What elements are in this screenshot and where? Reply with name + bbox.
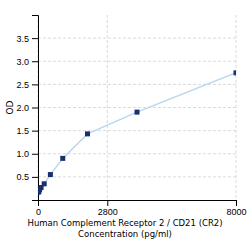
tick-label: 2.5	[16, 80, 29, 90]
tick: 1.5	[16, 126, 38, 136]
tick: 0	[36, 200, 41, 217]
grid-line	[38, 130, 236, 131]
tick: 3.5	[16, 34, 38, 44]
point	[48, 172, 53, 177]
marks	[38, 70, 236, 194]
tick: 1.0	[16, 149, 38, 159]
point	[85, 131, 90, 136]
plot: 0 2800 8000 0.5 1.0 1.5 2.0 2.5 3.0 3.5	[16, 15, 246, 217]
tick: 2.5	[16, 80, 38, 90]
point	[135, 110, 140, 115]
axis-line	[32, 16, 39, 201]
tick-label: 0.5	[16, 172, 29, 182]
tick-mark	[32, 154, 38, 155]
tick: 2.0	[16, 103, 38, 113]
tick-mark	[32, 61, 38, 62]
x-axis-title-line: Human Complement Receptor 2 / CD21 (CR2)	[27, 218, 222, 228]
tick-mark	[32, 177, 38, 178]
grid-line	[107, 15, 108, 200]
x-axis: 0 2800 8000	[36, 200, 247, 217]
tick-mark	[236, 200, 237, 206]
tick-mark	[32, 108, 38, 109]
grid-line	[38, 107, 236, 108]
grid-line	[38, 176, 236, 177]
tick-label: 2.0	[16, 103, 29, 113]
y-axis: 0.5 1.0 1.5 2.0 2.5 3.0 3.5	[16, 16, 38, 201]
chart: 0 2800 8000 0.5 1.0 1.5 2.0 2.5 3.0 3.5 Human Comp…	[0, 0, 250, 250]
tick-label: 3.0	[16, 57, 29, 67]
tick-label: 1.0	[16, 149, 29, 159]
grid	[38, 15, 236, 200]
tick-label: 3.5	[16, 34, 29, 44]
x-axis-title: Human Complement Receptor 2 / CD21 (CR2)…	[27, 218, 222, 239]
tick: 3.0	[16, 57, 38, 67]
tick: 8000	[226, 200, 246, 217]
grid-line	[236, 15, 237, 200]
tick-label: 8000	[226, 207, 246, 217]
point	[234, 70, 237, 75]
point	[60, 156, 65, 161]
tick-label: 1.5	[16, 126, 29, 136]
tick: 2800	[98, 200, 118, 217]
tick-label: 2800	[98, 207, 118, 217]
y-axis-title: OD	[5, 100, 15, 114]
axis-line	[39, 201, 237, 207]
tick-mark	[32, 84, 38, 85]
x-axis-title-line: Concentration (pg/ml)	[78, 229, 172, 239]
line	[38, 73, 236, 192]
tick: 0.5	[16, 172, 38, 182]
tick-mark	[32, 131, 38, 132]
grid-line	[38, 38, 236, 39]
tick-mark	[107, 200, 108, 206]
tick-label: 0	[36, 207, 41, 217]
tick-mark	[32, 38, 38, 39]
point	[42, 181, 47, 186]
grid-line	[38, 61, 236, 62]
